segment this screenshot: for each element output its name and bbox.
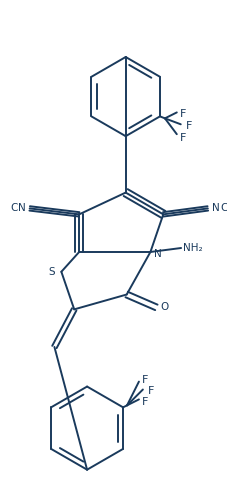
Text: S: S <box>48 267 55 277</box>
Text: N: N <box>212 203 220 213</box>
Text: NH₂: NH₂ <box>183 243 203 253</box>
Text: F: F <box>180 133 186 143</box>
Text: O: O <box>160 303 168 312</box>
Text: F: F <box>142 374 148 384</box>
Text: C: C <box>10 203 17 213</box>
Text: N: N <box>18 203 26 213</box>
Text: F: F <box>148 385 154 395</box>
Text: F: F <box>142 397 148 407</box>
Text: F: F <box>185 122 192 131</box>
Text: F: F <box>180 110 186 120</box>
Text: C: C <box>220 203 227 213</box>
Text: N: N <box>154 249 162 259</box>
